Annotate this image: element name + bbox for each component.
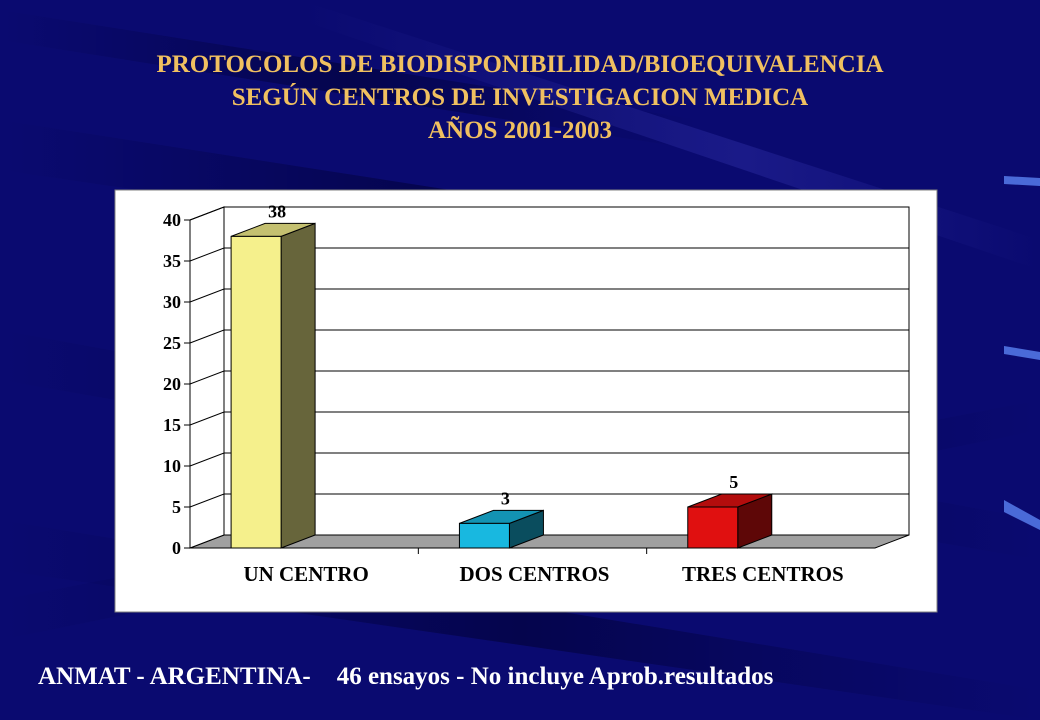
grid-layer bbox=[189, 206, 910, 549]
edge-dash-3 bbox=[1004, 500, 1040, 530]
bar-side bbox=[280, 222, 316, 549]
y-tick-label: 40 bbox=[163, 210, 181, 230]
gridline bbox=[189, 329, 909, 344]
gridline bbox=[189, 247, 909, 262]
edge-dash-1 bbox=[1004, 176, 1040, 186]
gridline bbox=[189, 206, 909, 221]
slide-title: PROTOCOLOS DE BIODISPONIBILIDAD/BIOEQUIV… bbox=[0, 48, 1040, 147]
y-tick-label: 35 bbox=[163, 251, 181, 271]
gridline bbox=[189, 493, 909, 508]
bar bbox=[687, 506, 739, 549]
footer: ANMAT - ARGENTINA- 46 ensayos - No incluy… bbox=[38, 663, 799, 691]
gridline bbox=[189, 452, 909, 467]
data-label: 38 bbox=[268, 201, 286, 221]
y-tick-label: 15 bbox=[163, 415, 181, 435]
footer-source: ANMAT - ARGENTINA- bbox=[38, 663, 311, 690]
y-tick-label: 5 bbox=[172, 497, 181, 517]
y-tick-label: 10 bbox=[163, 456, 181, 476]
y-tick-label: 0 bbox=[172, 538, 181, 558]
y-tick-label: 20 bbox=[163, 374, 181, 394]
y-tick-label: 30 bbox=[163, 292, 181, 312]
bar bbox=[230, 235, 282, 549]
footer-note: 46 ensayos - No incluye Aprob.resultados bbox=[336, 663, 774, 690]
edge-dash-2 bbox=[1004, 346, 1040, 360]
data-label: 3 bbox=[501, 488, 510, 508]
title-line-2: SEGÚN CENTROS DE INVESTIGACION MEDICA bbox=[231, 84, 809, 111]
data-label: 5 bbox=[729, 472, 738, 492]
gridline bbox=[189, 288, 909, 303]
title-line-1: PROTOCOLOS DE BIODISPONIBILIDAD/BIOEQUIV… bbox=[156, 51, 884, 78]
label-layer: 38 UN CENTRO 3 DOS CENTROS 5 TRES CENTROS bbox=[243, 201, 843, 586]
x-category-label: DOS CENTROS bbox=[460, 562, 610, 586]
bar bbox=[458, 522, 510, 549]
gridline bbox=[189, 370, 909, 385]
title-line-3: AÑOS 2001-2003 bbox=[427, 117, 613, 144]
x-category-label: UN CENTRO bbox=[243, 562, 368, 586]
y-tick-label: 25 bbox=[163, 333, 181, 353]
bar-layer bbox=[230, 222, 773, 549]
gridline bbox=[189, 411, 909, 426]
x-category-label: TRES CENTROS bbox=[682, 562, 844, 586]
